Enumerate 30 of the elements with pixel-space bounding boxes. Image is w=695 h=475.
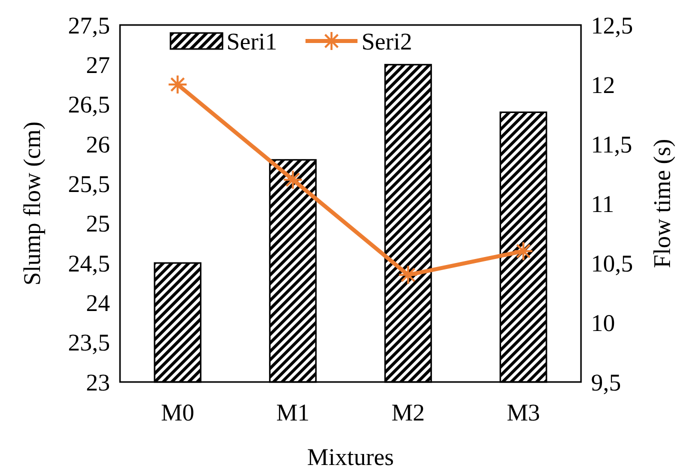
y2-tick-label: 12,5	[591, 13, 633, 40]
y-tick-label: 24,5	[68, 251, 110, 278]
legend-label: Seri2	[362, 29, 412, 56]
y-tick-label: 26	[86, 132, 110, 158]
point	[282, 170, 303, 190]
y-axis-title: Slump flow (cm)	[20, 122, 46, 286]
y2-tick-label: 11	[591, 192, 614, 218]
y-tick-label: 23,5	[68, 330, 110, 357]
legend-label: Seri1	[226, 29, 278, 56]
y2-tick-label: 9,5	[591, 370, 621, 396]
y-tick-label: 25	[86, 212, 110, 238]
y-tick-label: 27,5	[68, 13, 110, 40]
y-tick-label: 24	[86, 291, 110, 318]
y-tick-label: 25,5	[68, 172, 110, 198]
y2-axis-title: Flow time (s)	[650, 138, 676, 268]
x-axis-title: Mixtures	[307, 445, 394, 471]
x-tick-label: M0	[160, 400, 194, 426]
point	[513, 241, 534, 262]
y2-tick-label: 11,5	[591, 132, 632, 158]
point	[398, 264, 418, 285]
y-tick-label: 27	[86, 53, 110, 80]
x-tick-label: M2	[391, 400, 425, 426]
y-tick-label: 26,5	[68, 92, 110, 119]
point	[168, 74, 188, 94]
x-tick-label: M3	[506, 400, 540, 426]
x-tick-label: M1	[276, 400, 310, 426]
y2-tick-label: 12	[591, 72, 615, 99]
y2-tick-label: 10	[591, 310, 615, 337]
y2-tick-label: 10,5	[591, 251, 633, 278]
y-tick-label: 23	[86, 370, 110, 396]
